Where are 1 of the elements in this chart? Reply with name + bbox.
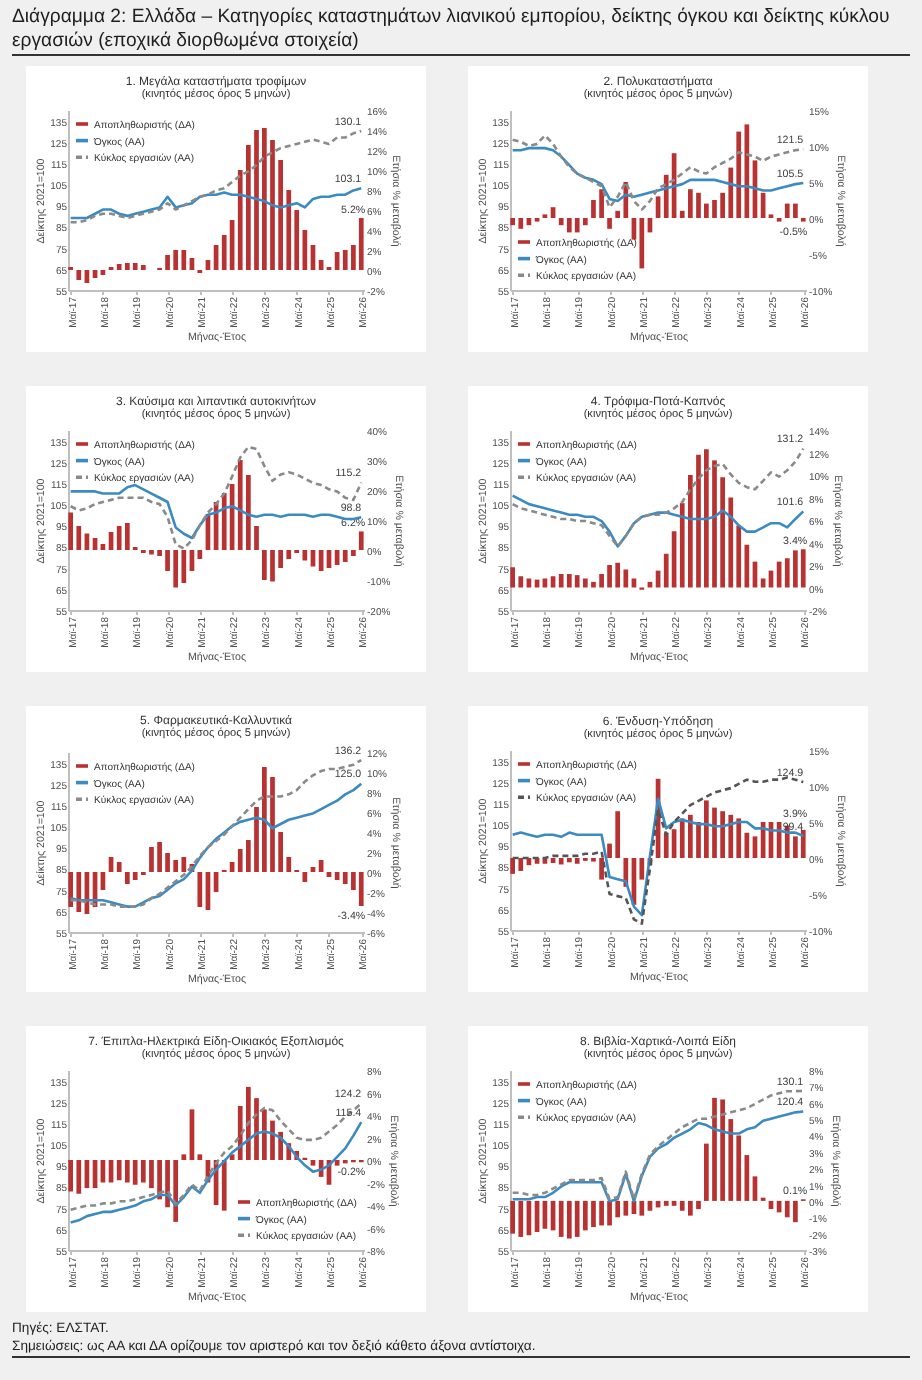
text: Διάγραμμα 2: Ελλάδα – Κατηγορίες καταστημάτων λιανικού εμπορίου, δείκτης όγκου και δείκτης κύκλου εργασιών (εποχικά διορθωμένα στοιχεία) bbox=[12, 6, 910, 52]
